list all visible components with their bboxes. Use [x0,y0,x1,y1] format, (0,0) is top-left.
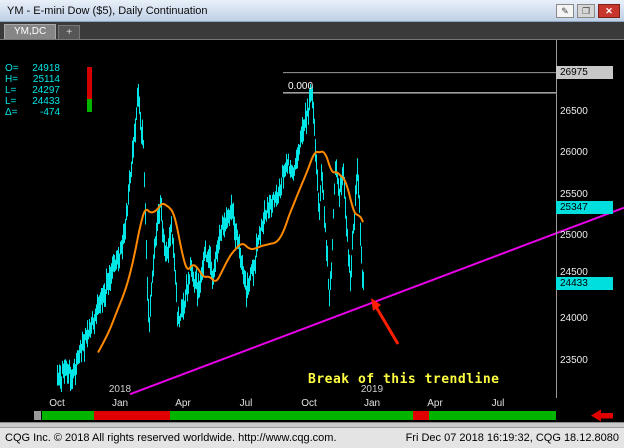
month-label: Apr [427,398,443,409]
svg-text:2018: 2018 [109,384,132,395]
price-scale-label: 23500 [560,355,588,366]
month-axis: Oct Jan Apr Jul Oct Jan Apr Jul [0,398,624,409]
price-scale-label: 25000 [560,230,588,241]
chart-area[interactable]: 2018 2019 O= 24918 H= 25114 L= 24297 L= 24433… [0,40,624,398]
scrollbar-left-cap[interactable] [34,411,41,420]
last-value: 24433 [32,96,60,107]
ohlc-last-row: L= 24433 [5,96,60,107]
month-label: Apr [175,398,191,409]
title-bar: YM - E-mini Dow ($5), Daily Continuation… [0,0,624,22]
price-marker-box: 26975 [556,66,613,79]
low-label: L= [5,85,17,96]
price-scale-label: 26500 [560,106,588,117]
open-value: 24918 [32,63,60,74]
ohlc-low-row: L= 24297 [5,85,60,96]
trendline-annotation: Break of this trendline will see 7 % fal… [308,335,500,398]
scrollbar-row [0,409,624,422]
scrollbar-segment[interactable] [428,411,556,420]
month-label: Jan [363,398,381,409]
range-green-segment [87,99,92,112]
scrollbar-segment[interactable] [413,411,429,420]
month-label: Oct [49,398,65,409]
month-label: Jan [111,398,129,409]
status-clock: Fri Dec 07 2018 16:19:32, CQG 18.12.8080 [405,432,619,444]
open-label: O= [5,63,19,74]
low-value: 24297 [32,85,60,96]
change-value: -474 [39,107,60,118]
panel-icon[interactable]: ❐ [577,3,595,18]
scale-separator [556,40,557,398]
tab-bar: YM,DC + [0,22,624,40]
scrollbar-segment[interactable] [169,411,414,420]
ohlc-open-row: O= 24918 [5,63,60,74]
last-label: L= [5,96,17,107]
month-label: Jul [491,398,505,409]
change-label: Δ= [5,107,18,118]
price-marker-box: 25347 [556,201,613,214]
month-label: Oct [301,398,317,409]
price-scale-label: 26000 [560,147,588,158]
svg-text:2019: 2019 [361,384,384,395]
status-copyright: CQG Inc. © 2018 All rights reserved worl… [5,432,337,444]
price-marker-box: 24433 [556,277,613,290]
ohlc-change-row: Δ= -474 [5,107,60,118]
price-scale-label: 24500 [560,267,588,278]
back-arrow-button[interactable] [589,409,615,422]
edit-icon[interactable]: ✎ [556,3,574,18]
tab-ym-dc[interactable]: YM,DC [4,24,57,39]
price-scale-label: 24000 [560,313,588,324]
retracement-zero-label: 0.000 [288,81,314,92]
high-label: H= [5,74,19,85]
price-scale-label: 25500 [560,189,588,200]
high-value: 25114 [32,74,60,85]
annotation-line-1: Break of this trendline [308,372,500,387]
price-scale: 26500 26000 25500 25000 24500 24000 23500 26975… [556,40,624,398]
window-title: YM - E-mini Dow ($5), Daily Continuation [7,4,208,17]
scrollbar-segment[interactable] [94,411,170,420]
scrollbar-track[interactable] [42,411,556,420]
ohlc-panel: O= 24918 H= 25114 L= 24297 L= 24433 Δ= -474 [5,63,60,118]
range-red-segment [87,67,92,99]
scrollbar-segment[interactable] [42,411,95,420]
month-label: Jul [239,398,253,409]
add-tab-button[interactable]: + [58,25,81,39]
price-range-indicator [87,67,92,112]
window-frame-strip [0,422,624,427]
status-bar: CQG Inc. © 2018 All rights reserved worl… [0,427,624,448]
price-chart-plot[interactable]: 2018 2019 [0,40,624,398]
ohlc-high-row: H= 25114 [5,74,60,85]
close-button[interactable]: ✕ [598,3,620,18]
trendline-break-arrow-icon [371,298,400,345]
